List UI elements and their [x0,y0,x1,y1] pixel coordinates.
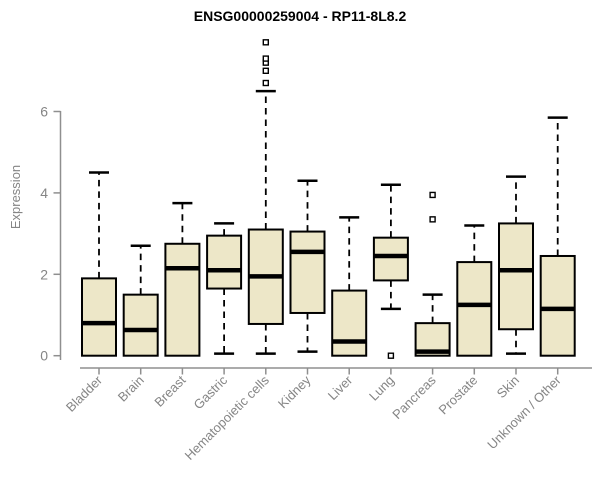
outlier-point [429,191,436,199]
x-axis-label: Brain [115,373,147,405]
boxplot-hematopoietic-cells [247,39,284,355]
x-axis-label: Kidney [275,372,314,411]
box [331,289,368,357]
box [81,277,117,357]
boxplot-pancreas [414,191,451,357]
box [122,293,159,357]
outlier-point [387,352,395,359]
y-axis-tick-label: 0 [40,348,48,364]
box [164,242,201,357]
x-axis-label: Breast [151,372,188,409]
outlier-point [262,55,269,62]
y-axis-tick-label: 2 [40,266,48,282]
boxplot-brain [122,244,159,357]
boxplot-bladder [81,171,117,357]
y-axis-tick-label: 6 [40,104,48,120]
outlier-point [262,39,269,46]
boxplot-unknown-other [539,116,576,357]
x-axis-label: Bladder [63,372,106,415]
box [289,230,326,314]
boxplot-liver [331,216,368,357]
x-axis-label: Gastric [191,372,231,412]
x-axis-label: Lung [366,373,397,404]
x-axis-label: Pancreas [389,372,439,422]
outlier-point [262,79,269,87]
boxplot-prostate [456,224,493,357]
box [456,261,493,357]
boxplot-skin [498,175,534,355]
y-axis-label: Expression [8,165,23,229]
boxplot-lung [372,183,409,359]
boxplot-series [81,39,576,359]
y-axis-tick-label: 4 [40,185,48,201]
boxplot-gastric [206,222,243,355]
x-axis-label: Unknown / Other [484,372,564,452]
chart-title: ENSG00000259004 - RP11-8L8.2 [194,8,407,24]
boxplot-kidney [289,179,326,353]
x-axis-label: Liver [325,372,356,403]
outlier-point [429,216,436,223]
box [539,254,576,357]
box [372,236,409,282]
box [206,234,243,290]
x-axis-label: Prostate [436,373,481,418]
outlier-point [262,67,269,75]
box [498,222,534,331]
x-axis-label: Skin [494,373,522,401]
boxplot-breast [164,201,201,357]
